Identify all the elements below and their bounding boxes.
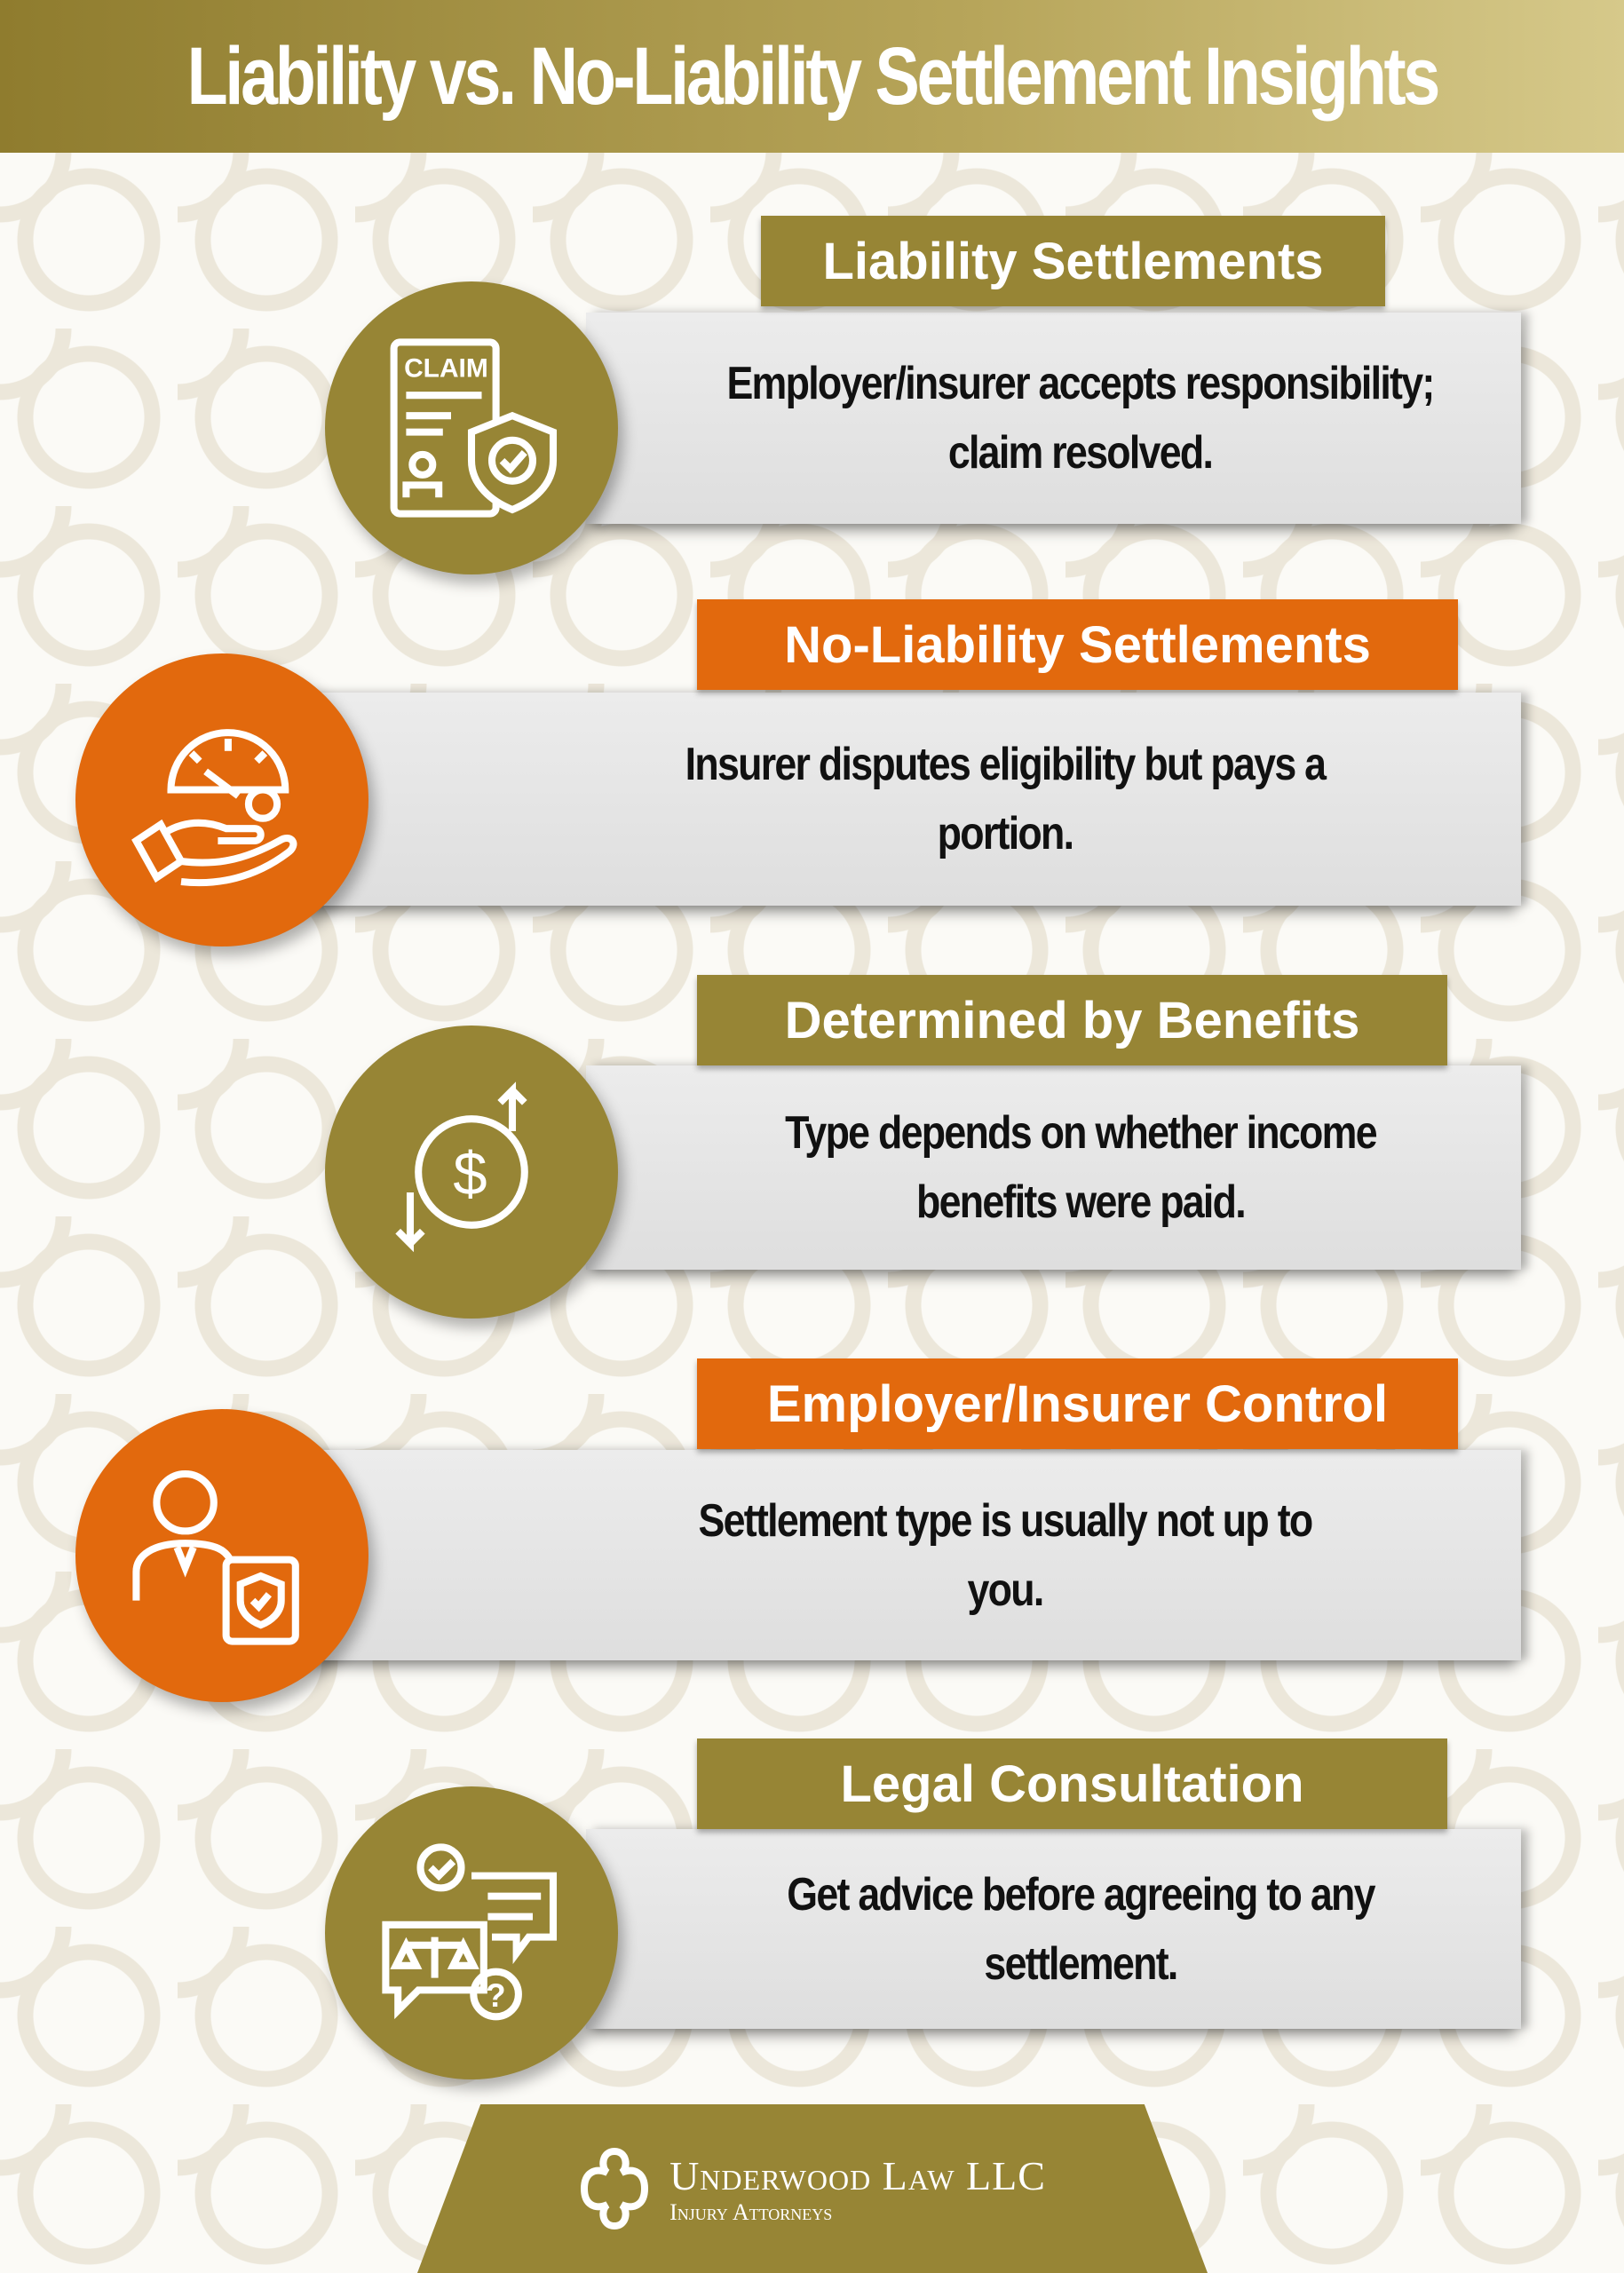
item-description-band: Type depends on whether income benefits … <box>586 1065 1521 1270</box>
header: Liability vs. No-Liability Settlement In… <box>0 0 1624 153</box>
svg-text:$: $ <box>453 1139 487 1208</box>
firm-subtitle: Injury Attorneys <box>669 2198 833 2225</box>
item-label: Legal Consultation <box>697 1738 1447 1829</box>
item-description: Employer/insurer accepts responsibility;… <box>726 358 1435 479</box>
item-label: Determined by Benefits <box>697 975 1447 1065</box>
item-description-band: Insurer disputes eligibility but pays a … <box>222 693 1521 906</box>
item-description: Get advice before agreeing to any settle… <box>786 1868 1375 1990</box>
item-label: Employer/Insurer Control <box>697 1358 1458 1449</box>
footer-logo: Underwood Law LLC Injury Attorneys <box>417 2104 1208 2273</box>
item-description: Settlement type is usually not up to you… <box>698 1494 1313 1616</box>
item-label: Liability Settlements <box>761 216 1385 306</box>
chat-scales-question-icon: ? <box>325 1786 618 2079</box>
quatrefoil-logo-icon <box>581 2147 649 2230</box>
svg-text:?: ? <box>486 1977 505 2014</box>
item-description-band: Get advice before agreeing to any settle… <box>586 1829 1521 2029</box>
page-title: Liability vs. No-Liability Settlement In… <box>186 30 1440 122</box>
item-label: No-Liability Settlements <box>697 599 1458 690</box>
hand-gauge-dollar-icon <box>75 653 368 946</box>
dollar-arrows-icon: $ <box>325 1026 618 1319</box>
person-shield-document-icon <box>75 1409 368 1702</box>
item-description: Insurer disputes eligibility but pays a … <box>685 739 1326 859</box>
item-description-band: Settlement type is usually not up to you… <box>222 1450 1521 1660</box>
item-description: Type depends on whether income benefits … <box>784 1107 1377 1228</box>
claim-document-shield-icon: CLAIM <box>325 281 618 574</box>
svg-text:CLAIM: CLAIM <box>404 354 488 384</box>
item-description-band: Employer/insurer accepts responsibility;… <box>586 313 1521 524</box>
firm-name: Underwood Law LLC <box>669 2152 1046 2198</box>
